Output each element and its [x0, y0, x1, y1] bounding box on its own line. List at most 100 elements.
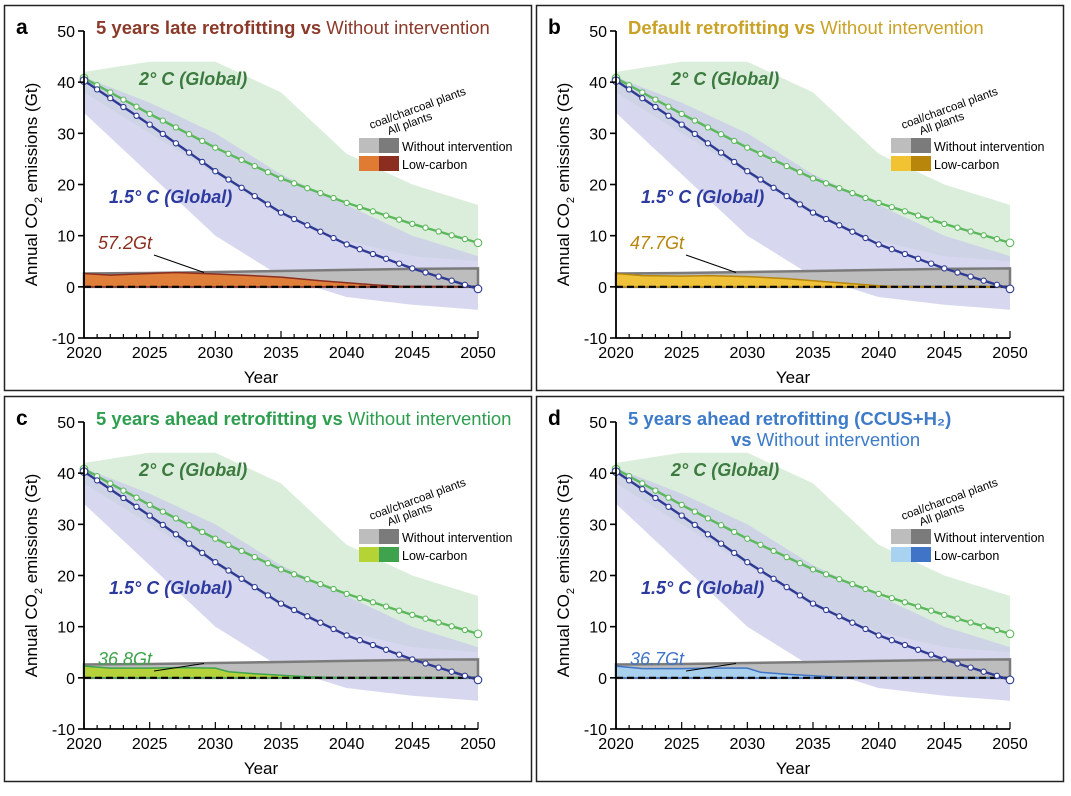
path-2c-point: [146, 110, 153, 118]
x-axis-label: Year: [776, 368, 811, 387]
legend-label-lowcarbon: Low-carbon: [934, 549, 999, 563]
legend-swatch-lowcarbon-coal: [359, 547, 379, 562]
path-2c-point: [757, 541, 764, 548]
path-15c-point: [185, 540, 193, 547]
x-tick-label: 2050: [460, 736, 496, 753]
y-axis-label-sub: 2: [565, 588, 577, 594]
x-tick-label: 2025: [664, 736, 700, 753]
x-tick-label: 2035: [263, 736, 299, 753]
x-axis-label: Year: [776, 759, 811, 778]
path-2c-point: [212, 535, 219, 542]
path-2c-point: [744, 535, 751, 542]
path-15c-point: [836, 613, 843, 620]
path-15c-point: [133, 112, 140, 119]
path-15c-point: [875, 241, 882, 248]
panel-title-line2-rest: Without intervention: [752, 429, 921, 450]
path-2c-point: [277, 566, 285, 573]
path-2c-point: [639, 480, 646, 487]
path-2c-point: [107, 480, 114, 487]
x-tick-label: 2040: [329, 736, 365, 753]
path-15c-point: [796, 201, 804, 208]
y-tick-label: 20: [589, 178, 607, 195]
path-15c-point: [928, 651, 935, 658]
path-15c-point: [304, 222, 311, 229]
legend-label-lowcarbon: Low-carbon: [402, 549, 467, 563]
path-15c-point: [172, 140, 180, 147]
path-15c-point: [146, 121, 153, 128]
x-tick-label: 2020: [66, 736, 102, 753]
panel-title-line2: vs Without intervention: [731, 429, 920, 450]
path-2c-point: [185, 131, 193, 138]
path-15c-point: [691, 521, 698, 529]
path-2c-point: [888, 594, 895, 602]
path-15c-point: [212, 168, 219, 175]
path-15c-point: [356, 637, 363, 644]
path-2c-point: [783, 162, 790, 170]
panel-title-bold: 5 years ahead retrofitting (CCUS+H₂): [628, 408, 951, 429]
path-15c-point: [369, 250, 377, 258]
path-15c-point: [396, 651, 403, 658]
legend-swatch-without-all: [379, 529, 399, 544]
x-tick-label: 2040: [861, 345, 897, 362]
path-15c-point: [461, 672, 469, 679]
path-15c-point: [238, 575, 245, 582]
path-15c-point: [954, 269, 961, 276]
path-2c-point: [330, 194, 337, 202]
path-2c-point: [356, 203, 363, 211]
panel-title-bold: 5 years ahead retrofitting vs: [96, 408, 343, 429]
path-15c-point: [941, 656, 948, 663]
y-axis-label-main: Annual CO: [554, 594, 573, 677]
path-15c-point: [625, 477, 633, 484]
legend-swatch-without-all: [379, 138, 399, 153]
path-15c-point: [448, 277, 455, 284]
legend-swatch-lowcarbon-all: [379, 156, 399, 171]
path-2c-point: [980, 623, 987, 630]
path-15c-point: [264, 592, 272, 599]
x-tick-label: 2045: [395, 345, 431, 362]
legend-swatch-lowcarbon-coal: [359, 156, 379, 171]
y-tick-label: 10: [57, 620, 75, 637]
path-2c-point: [172, 124, 180, 131]
path-15c-point: [93, 86, 101, 93]
path-2c-point: [107, 89, 114, 96]
band-15c: [616, 77, 1010, 310]
path-2c-point: [435, 228, 442, 235]
y-axis-label-tail: emissions (Gt): [22, 83, 41, 197]
path-15c-point: [185, 149, 193, 156]
x-tick-label: 2050: [460, 345, 496, 362]
path-2c-point: [665, 103, 672, 110]
legend-swatch-without-coal: [891, 529, 911, 544]
x-tick-label: 2050: [992, 736, 1028, 753]
path-15c-point: [665, 112, 672, 119]
path-15c-point: [120, 103, 127, 111]
path-2c-point: [317, 580, 324, 588]
y-tick-label: -10: [584, 331, 607, 348]
path-2c-point: [914, 603, 922, 610]
path-15c-point: [422, 660, 429, 667]
x-tick-label: 2035: [795, 345, 831, 362]
path-2c-point: [120, 96, 127, 103]
path-2c-point: [678, 110, 685, 118]
path-15c-point: [954, 660, 961, 667]
path-15c-point: [809, 600, 817, 607]
y-tick-label: 30: [589, 517, 607, 534]
path-2c-point: [993, 235, 1001, 243]
path-2c-point: [704, 124, 712, 131]
path-15c-point: [107, 95, 114, 102]
path-15c-point: [678, 121, 685, 128]
path-15c-point: [1005, 675, 1015, 685]
path-15c-point: [993, 672, 1001, 679]
cumulative-annotation: 36.8Gt: [98, 649, 153, 669]
path-15c-point: [901, 250, 909, 258]
y-tick-label: 50: [57, 24, 75, 41]
path-2c-point: [822, 180, 830, 187]
y-axis-label: Annual CO2 emissions (Gt): [22, 83, 45, 287]
path-15c-point: [343, 241, 350, 248]
path-15c-point: [422, 269, 429, 276]
band-2c: [616, 61, 1010, 262]
path-15c-point: [717, 149, 725, 156]
path-2c-point: [665, 494, 672, 501]
y-tick-label: -10: [52, 331, 75, 348]
path-15c-point: [836, 222, 843, 229]
